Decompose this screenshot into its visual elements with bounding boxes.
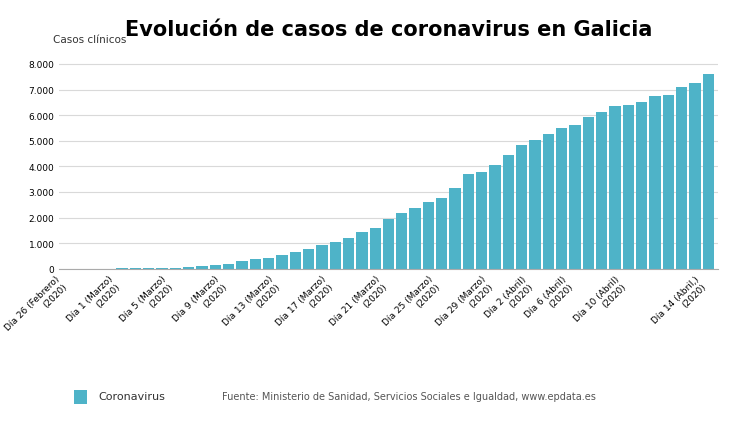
- Bar: [303, 250, 314, 269]
- Bar: [650, 96, 661, 269]
- Bar: [663, 95, 674, 269]
- Bar: [676, 88, 687, 269]
- Bar: [383, 220, 394, 269]
- Bar: [690, 84, 701, 269]
- Bar: [476, 173, 488, 269]
- Bar: [583, 117, 594, 269]
- Bar: [289, 253, 301, 269]
- Bar: [462, 174, 474, 269]
- Bar: [596, 113, 608, 269]
- Bar: [356, 233, 368, 269]
- Bar: [610, 107, 621, 269]
- Bar: [530, 141, 541, 269]
- Bar: [502, 156, 514, 269]
- Bar: [369, 229, 381, 269]
- Bar: [570, 125, 581, 269]
- Bar: [703, 75, 714, 269]
- Text: Casos clínicos: Casos clínicos: [53, 35, 126, 45]
- Bar: [329, 243, 341, 269]
- Bar: [316, 246, 328, 269]
- Bar: [489, 165, 501, 269]
- Bar: [223, 264, 234, 269]
- Bar: [543, 134, 554, 269]
- Bar: [517, 145, 528, 269]
- Bar: [423, 203, 434, 269]
- Bar: [556, 129, 568, 269]
- Title: Evolución de casos de coronavirus en Galicia: Evolución de casos de coronavirus en Gal…: [125, 20, 652, 39]
- Bar: [263, 258, 275, 269]
- Bar: [249, 260, 260, 269]
- Bar: [636, 102, 648, 269]
- Bar: [276, 255, 288, 269]
- Bar: [236, 262, 247, 269]
- Bar: [209, 266, 221, 269]
- Bar: [623, 106, 634, 269]
- Bar: [436, 198, 448, 269]
- Bar: [449, 189, 461, 269]
- Bar: [396, 214, 408, 269]
- Bar: [409, 209, 421, 269]
- Text: Fuente: Ministerio de Sanidad, Servicios Sociales e Igualdad, www.epdata.es: Fuente: Ministerio de Sanidad, Servicios…: [222, 391, 596, 401]
- Bar: [183, 267, 194, 269]
- Bar: [196, 266, 207, 269]
- Bar: [169, 268, 181, 269]
- Bar: [343, 238, 354, 269]
- Text: Coronavirus: Coronavirus: [98, 391, 165, 401]
